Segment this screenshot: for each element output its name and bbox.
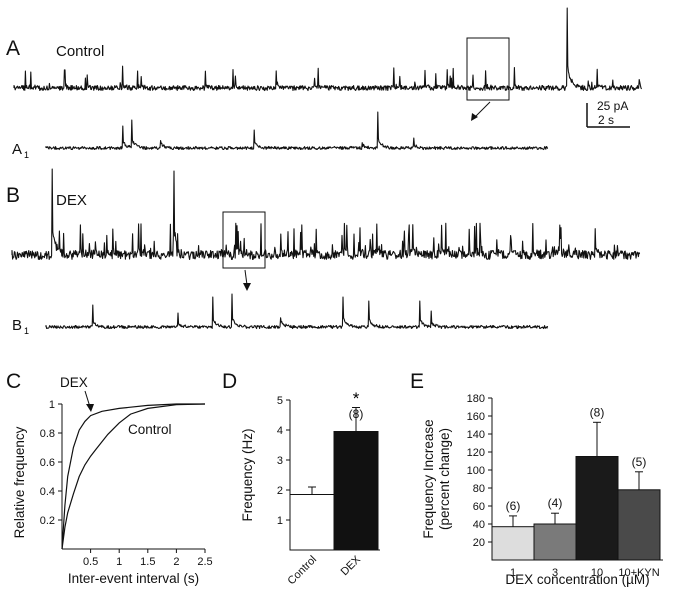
panel-b-letter: B [6,184,20,207]
chart-c-series-line-dex [61,403,205,550]
scale-bar-time: 2 s [598,113,614,127]
chart-e-x-tick-label: 10+KYN [618,567,659,579]
chart-e-x-tick-label: 10 [591,567,603,579]
panel-a-letter: A [6,37,20,60]
chart-c-y-tick-label: 0.4 [40,486,55,498]
chart-c-y-tick-label: 0.6 [40,457,55,469]
chart-d-n-label: (8) [349,407,364,421]
chart-c-annotation-arrowhead [86,404,94,412]
panel-b1-subscript: 1 [24,326,29,336]
panel-a-label: Control [56,43,104,60]
chart-c: 0.5 1 1.5 2 2.5 0.2 0.4 0.6 0.8 1 Inter-event inte… [12,375,213,586]
chart-e-y-tick-label: 20 [473,537,485,549]
chart-e-y-tick-label: 160 [467,411,485,423]
chart-e-bar-2 [575,456,619,561]
chart-c-x-tick-label: 2.5 [197,556,212,568]
chart-c-y-tick-label: 1 [49,399,55,411]
chart-e-y-label-line1: Frequency Increase [421,419,436,538]
control-zoom-arrowhead [471,113,478,121]
chart-e-y-tick-label: 120 [467,447,485,459]
chart-e-y-tick-label: 40 [473,519,485,531]
chart-d-bar-control [289,494,335,551]
chart-e-n-label: (8) [590,405,605,419]
chart-d-y-tick-label: 2 [277,485,283,497]
panel-d-letter: D [222,370,237,393]
dex-zoom-arrowhead [243,283,251,291]
panel-e-letter: E [410,370,424,393]
chart-e-x-tick-label: 1 [510,567,516,579]
chart-e-y-tick-label: 100 [467,465,485,477]
panel-a1-subscript: 1 [24,150,29,160]
panel-b1-letter: B [12,317,22,334]
chart-c-x-tick-label: 1.5 [140,556,155,568]
chart-e-y-tick-label: 140 [467,429,485,441]
panel-a1-letter: A [12,141,22,158]
chart-c-x-tick-label: 2 [173,556,179,568]
dex-zoom-arrow [244,269,248,286]
chart-e-n-label: (4) [548,496,563,510]
chart-e-y-label-line2: (percent change) [437,428,452,530]
chart-c-y-label: Relative frequency [12,426,27,538]
chart-d-x-tick-label: DEX [339,553,364,578]
control-zoom-arrow [473,101,491,119]
chart-c-annotation-dex: DEX [60,375,88,390]
chart-c-x-label: Inter-event interval (s) [68,571,199,586]
chart-e-bar-3 [617,489,661,561]
chart-d-y-label: Frequency (Hz) [240,428,255,521]
chart-e: 20 40 60 80 100 120 140 160 180 (6) 1 (4) 3 (8) 10 (5) 1… [421,393,663,587]
chart-c-x-tick-label: 0.5 [83,556,98,568]
chart-c-y-tick-label: 0.8 [40,428,55,440]
chart-c-annotation-control: Control [128,422,172,437]
chart-d-y-tick-label: 5 [277,395,283,407]
control-zoom-box [466,37,510,101]
chart-d-y-tick-label: 1 [277,515,283,527]
panel-c-letter: C [6,370,21,393]
control-trace [13,7,643,92]
dex-zoom-box [222,211,266,269]
chart-d-y-tick-label: 4 [277,425,283,437]
dex-expanded-trace [45,293,549,330]
chart-e-x-tick-label: 3 [552,567,558,579]
chart-e-y-tick-label: 80 [473,483,485,495]
panel-b-label: DEX [56,192,87,209]
chart-d-y-tick-label: 3 [277,455,283,467]
chart-d-x-tick-label: Control [286,554,320,588]
chart-e-x-label: DEX concentration (µM) [505,572,649,587]
chart-d-bar-dex [333,431,379,551]
chart-e-y-tick-label: 180 [467,393,485,405]
control-expanded-trace [45,111,549,151]
chart-e-bar-1 [533,523,577,561]
dex-trace [11,168,641,261]
chart-d: 1 2 3 4 5 Control DEX (8)* Frequency (Hz) [240,389,380,587]
chart-c-x-tick-label: 1 [116,556,122,568]
chart-e-y-tick-label: 60 [473,501,485,513]
chart-e-n-label: (6) [506,499,521,513]
chart-d-significance-star: * [353,389,360,408]
chart-e-n-label: (5) [632,455,647,469]
chart-c-y-tick-label: 0.2 [40,515,55,527]
scale-bar-amplitude: 25 pA [597,99,628,113]
chart-c-series-line-control [61,403,206,550]
chart-e-bar-0 [491,526,535,561]
